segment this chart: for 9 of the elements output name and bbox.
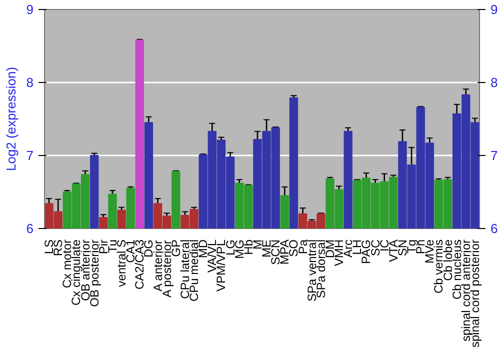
y-tick-label: 6 (26, 221, 34, 236)
y-tick-label: 8 (26, 75, 34, 90)
y2-tick-label: 7 (490, 148, 498, 163)
y2-tick-label: 9 (490, 2, 498, 17)
y-tick-label: 7 (26, 148, 34, 163)
y-axis-title: Log2 (expression) (3, 66, 18, 172)
y2-tick-label: 6 (490, 221, 498, 236)
y2-tick-label: 8 (490, 75, 498, 90)
y-tick-label: 9 (26, 2, 34, 17)
